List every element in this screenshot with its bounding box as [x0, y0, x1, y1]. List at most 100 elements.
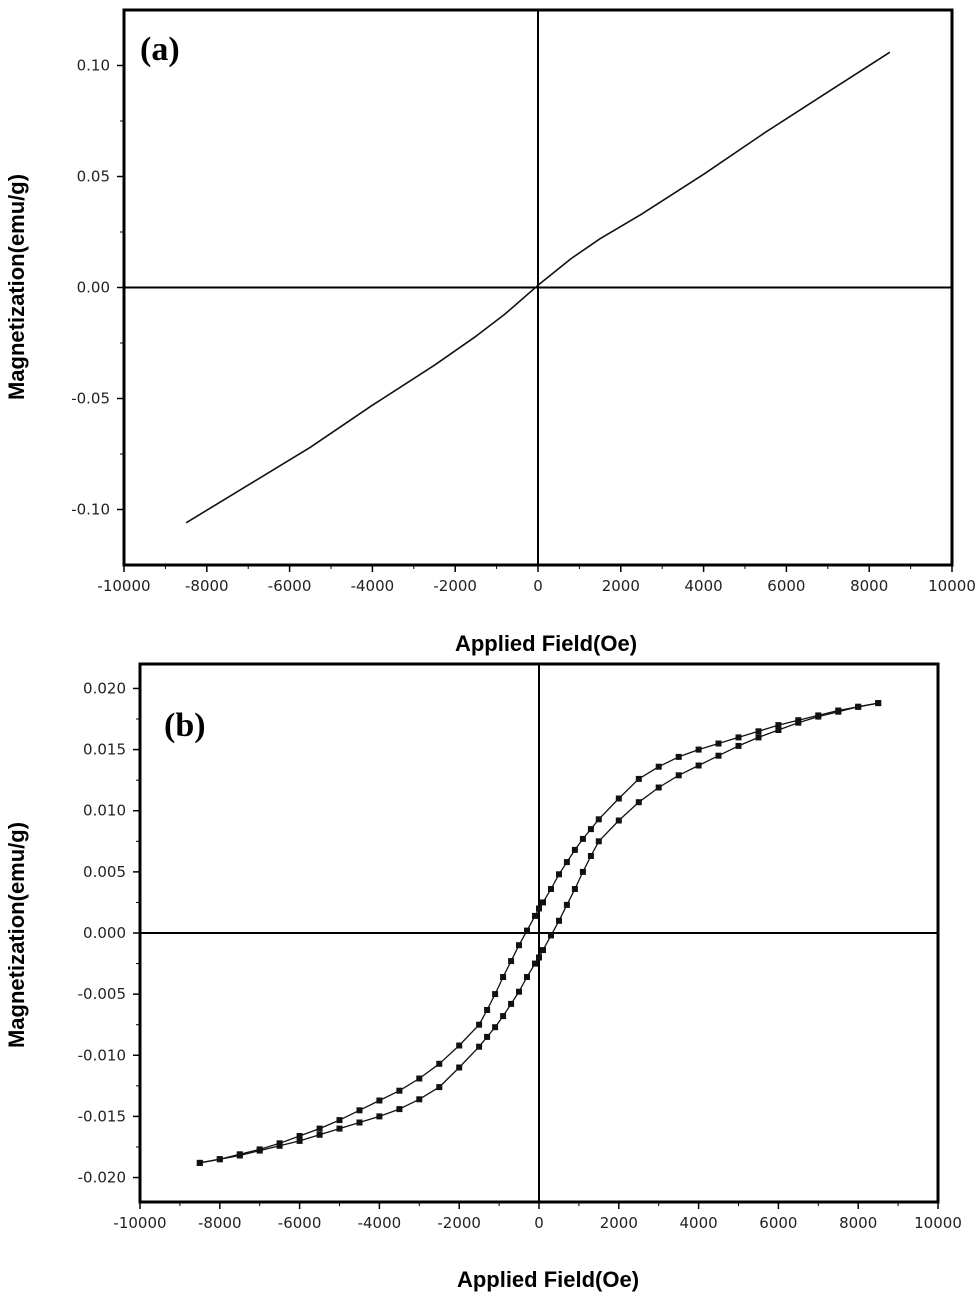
- x-tick-label: -10000: [113, 1214, 166, 1232]
- data-point: [396, 1087, 403, 1094]
- series-line-1: [185, 51, 891, 524]
- y-tick-label: -0.010: [78, 1046, 126, 1064]
- data-point: [755, 734, 762, 741]
- x-tick-label: 2000: [600, 1214, 638, 1232]
- data-point: [579, 835, 586, 842]
- data-point: [548, 932, 554, 939]
- data-point: [655, 763, 662, 770]
- data-point: [735, 734, 742, 741]
- data-point: [587, 853, 594, 859]
- x-tick-label: -6000: [268, 577, 312, 595]
- data-point: [396, 1106, 403, 1113]
- data-point: [595, 816, 602, 823]
- data-point: [476, 1043, 483, 1050]
- data-point: [516, 988, 522, 995]
- data-point: [587, 826, 594, 833]
- y-tick-label: 0.005: [83, 863, 126, 881]
- data-point: [476, 1021, 483, 1028]
- x-tick-label: -10000: [97, 577, 150, 595]
- data-point: [595, 838, 602, 845]
- data-point: [536, 954, 542, 961]
- data-point: [556, 917, 562, 924]
- x-tick-label: 0: [533, 577, 543, 595]
- data-point: [695, 746, 702, 753]
- data-point: [416, 1096, 423, 1103]
- data-point: [655, 784, 662, 791]
- data-point: [532, 912, 538, 919]
- data-point: [615, 817, 622, 824]
- y-tick-label: 0.00: [77, 279, 110, 297]
- data-point: [356, 1107, 363, 1114]
- panel-a: (a) Applied Field(Oe) Magnetization(emu/…: [4, 8, 976, 656]
- data-point: [276, 1142, 283, 1149]
- y-tick-label: -0.05: [71, 390, 110, 408]
- x-tick-label: -8000: [198, 1214, 242, 1232]
- data-point: [492, 991, 499, 998]
- panel-label: (b): [164, 707, 206, 744]
- data-point: [456, 1042, 463, 1049]
- data-point: [556, 871, 562, 878]
- data-point: [875, 700, 882, 707]
- data-point: [316, 1131, 323, 1138]
- y-tick-label: -0.10: [71, 501, 110, 519]
- data-point: [615, 795, 622, 802]
- y-tick-label: 0.020: [83, 679, 126, 697]
- data-point: [500, 974, 507, 980]
- x-axis-title: Applied Field(Oe): [457, 1267, 639, 1292]
- data-point: [635, 799, 642, 806]
- data-point: [755, 728, 762, 735]
- data-point: [500, 1013, 507, 1020]
- data-point: [579, 868, 586, 875]
- data-point: [508, 958, 515, 965]
- data-point: [715, 740, 722, 747]
- x-tick-label: -2000: [433, 577, 477, 595]
- data-point: [524, 974, 530, 980]
- x-tick-label: 2000: [602, 577, 640, 595]
- data-point: [484, 1007, 491, 1013]
- data-point: [236, 1152, 243, 1159]
- data-point: [376, 1113, 383, 1120]
- data-point: [316, 1125, 323, 1132]
- data-point: [775, 727, 782, 733]
- x-tick-label: -2000: [437, 1214, 481, 1232]
- x-tick-label: 4000: [680, 1214, 718, 1232]
- panel-label: (a): [140, 31, 180, 68]
- x-tick-label: 6000: [767, 577, 805, 595]
- data-point: [635, 775, 642, 782]
- data-point: [296, 1133, 303, 1139]
- data-point: [336, 1117, 343, 1124]
- y-tick-label: 0.05: [77, 168, 110, 186]
- x-tick-label: 10000: [914, 1214, 962, 1232]
- data-point: [675, 753, 682, 760]
- y-tick-label: -0.015: [78, 1107, 126, 1125]
- y-axis-title: Magnetization(emu/g): [4, 822, 29, 1048]
- y-tick-label: 0.000: [83, 924, 126, 942]
- data-point: [536, 905, 542, 912]
- y-tick-label: -0.020: [78, 1169, 126, 1187]
- data-point: [563, 901, 570, 908]
- data-point: [815, 713, 822, 720]
- data-point: [336, 1125, 343, 1132]
- x-tick-label: 4000: [685, 577, 723, 595]
- data-point: [835, 708, 842, 715]
- data-point: [735, 742, 742, 749]
- y-tick-label: 0.015: [83, 741, 126, 759]
- x-tick-label: 8000: [839, 1214, 877, 1232]
- data-point: [571, 886, 578, 892]
- data-point: [695, 762, 702, 769]
- data-point: [456, 1064, 463, 1071]
- x-tick-label: -8000: [185, 577, 229, 595]
- data-point: [855, 703, 862, 710]
- x-tick-label: -6000: [278, 1214, 322, 1232]
- data-point: [356, 1119, 363, 1126]
- data-point: [548, 886, 554, 892]
- y-tick-label: 0.10: [77, 57, 110, 75]
- data-point: [296, 1137, 303, 1144]
- data-point: [508, 1000, 515, 1007]
- data-point: [436, 1060, 443, 1067]
- x-tick-label: 6000: [759, 1214, 797, 1232]
- panel-b: (b) Applied Field(Oe) Magnetization(emu/…: [4, 662, 962, 1292]
- data-point: [516, 942, 522, 949]
- x-tick-label: 10000: [928, 577, 976, 595]
